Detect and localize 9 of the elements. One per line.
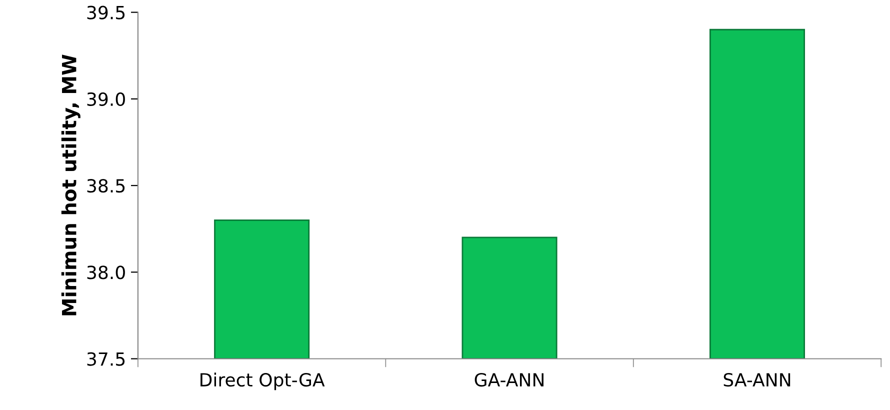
x-tick-label: GA-ANN	[474, 372, 544, 387]
x-tick-label: Direct Opt-GA	[200, 372, 325, 390]
y-tick-label: 37.5	[87, 352, 125, 366]
y-tick-label: 39.5	[87, 6, 125, 20]
y-axis-title: Minimun hot utility, MW	[61, 54, 80, 316]
x-tick-label: SA-ANN	[724, 372, 790, 387]
y-tick-label: 38.0	[87, 266, 125, 280]
y-tick-label: 38.5	[87, 178, 125, 193]
y-tick-label: 39.0	[87, 92, 125, 106]
